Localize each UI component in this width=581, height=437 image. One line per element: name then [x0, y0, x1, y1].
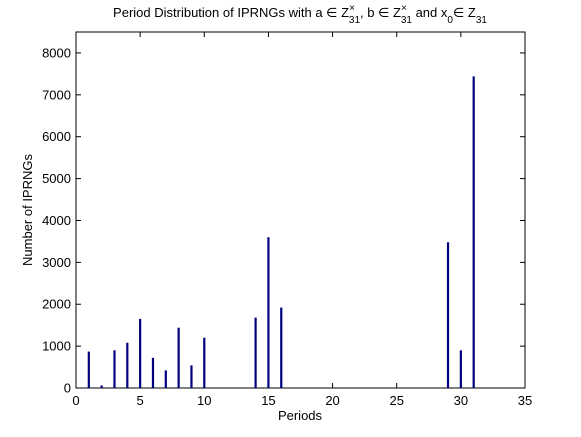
bar — [177, 327, 180, 388]
bar — [280, 307, 283, 388]
bar — [151, 357, 155, 388]
x-tick-label: 20 — [325, 393, 339, 408]
x-tick-label: 30 — [454, 393, 468, 408]
bars-layer — [87, 76, 475, 388]
title-b-sub: 31 — [401, 15, 413, 26]
y-tick-label: 2000 — [42, 297, 71, 312]
bar — [446, 242, 450, 388]
y-tick-label: 6000 — [42, 129, 71, 144]
bar — [126, 342, 129, 388]
chart-title: Period Distribution of IPRNGs with a ∈ Z… — [113, 3, 487, 26]
x-tick-label: 35 — [518, 393, 532, 408]
y-tick-label: 3000 — [42, 255, 71, 270]
bar — [113, 350, 116, 388]
bar — [267, 237, 270, 388]
title-and: and x — [412, 5, 448, 20]
title-middle: , b ∈ Z — [360, 5, 401, 20]
x-tick-label: 25 — [389, 393, 403, 408]
plot-area-frame — [75, 31, 526, 389]
bar — [203, 337, 206, 388]
title-b-sup: × — [401, 3, 407, 14]
bar — [472, 76, 475, 388]
x-tick-label: 5 — [137, 393, 144, 408]
title-prefix: Period Distribution of IPRNGs with a ∈ Z — [113, 5, 349, 20]
y-tick-label: 8000 — [42, 45, 71, 60]
bar — [459, 350, 462, 388]
x-axis-label: Periods — [278, 408, 323, 423]
bar — [87, 351, 90, 388]
title-suffix: ∈ Z — [453, 5, 476, 20]
y-tick-label: 0 — [64, 381, 71, 396]
bar — [190, 365, 193, 388]
y-axis-label: Number of IPRNGs — [20, 154, 35, 266]
title-a-sub: 31 — [349, 15, 361, 26]
y-tick-label: 5000 — [42, 171, 71, 186]
bar — [100, 385, 103, 388]
x-tick-label: 15 — [261, 393, 275, 408]
y-tick-label: 1000 — [42, 339, 71, 354]
y-tick-label: 7000 — [42, 87, 71, 102]
x-tick-label: 10 — [197, 393, 211, 408]
bar — [164, 370, 167, 388]
bar — [139, 318, 142, 388]
x-tick-label: 0 — [72, 393, 79, 408]
ticks-layer: 0 5 10 15 20 25 30 35 0 1000 2000 3000 4000 5000 6000 7… — [42, 32, 532, 408]
title-a-sup: × — [349, 3, 355, 14]
bar — [254, 317, 257, 388]
title-x-sub: 0 — [447, 15, 453, 26]
title-z-sub: 31 — [476, 15, 488, 26]
y-tick-label: 4000 — [42, 213, 71, 228]
